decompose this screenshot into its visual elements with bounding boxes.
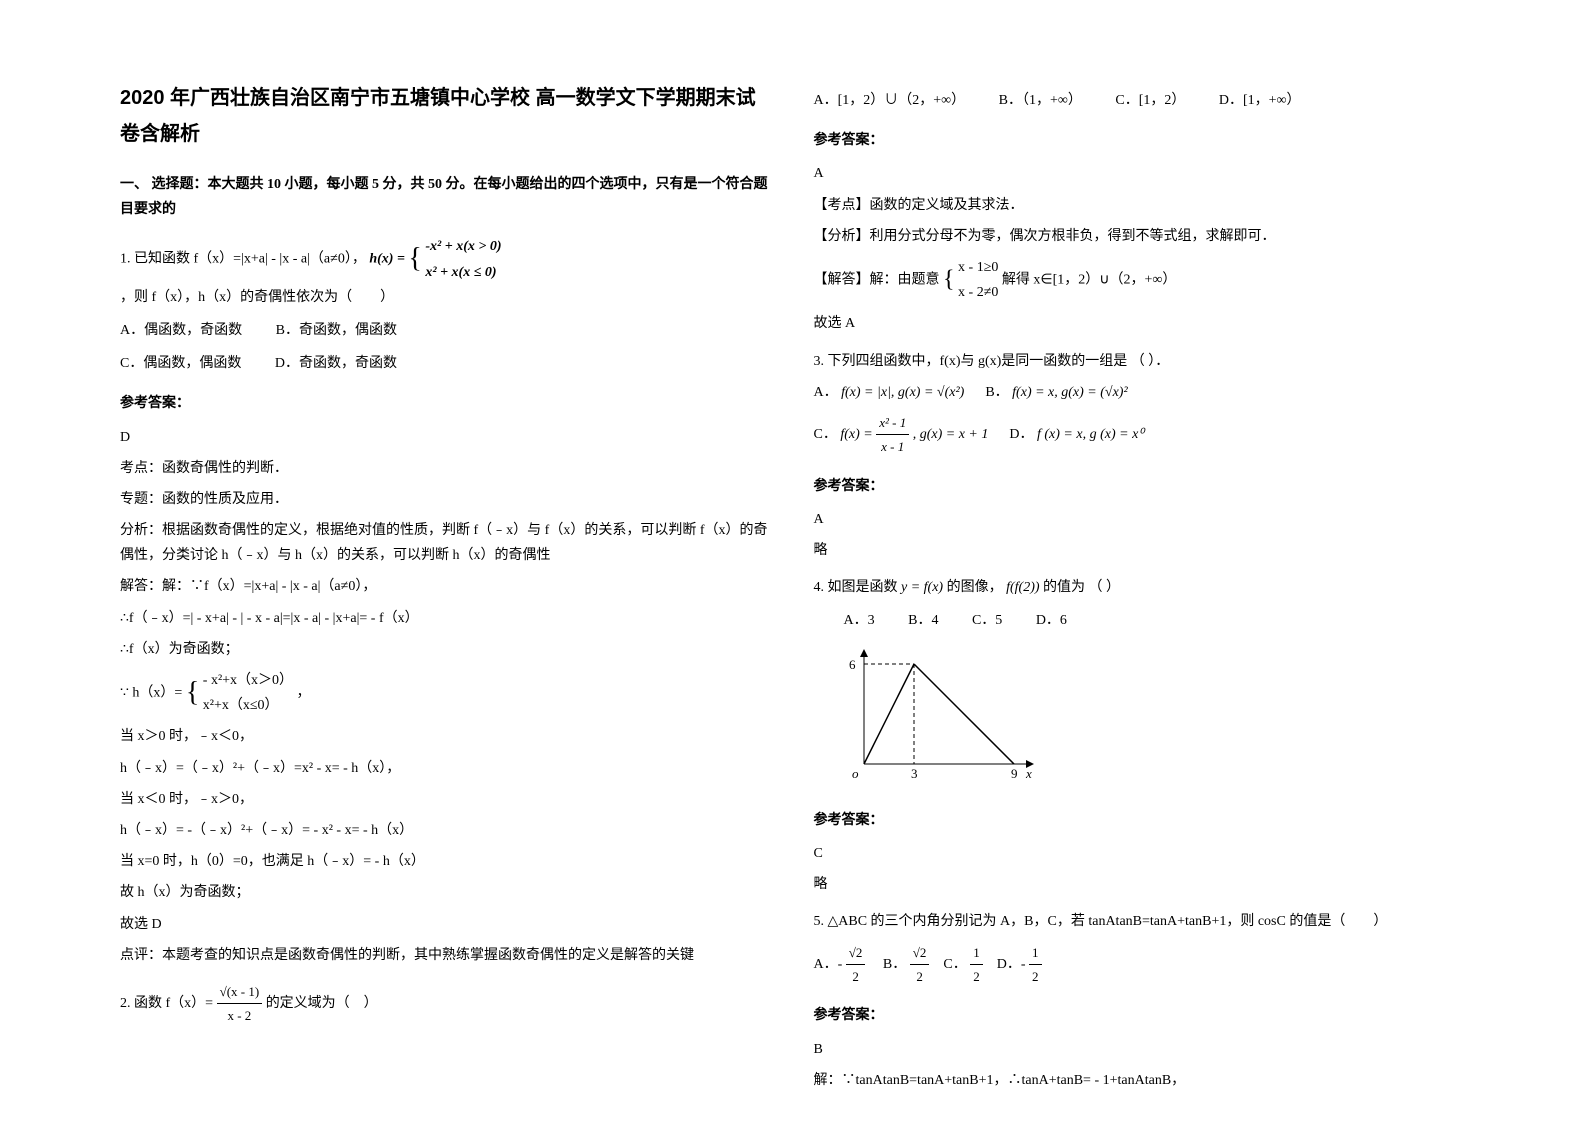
ans1-l8: 当 x＞0 时，﹣x＜0， — [120, 724, 774, 749]
ans1-letter: D — [120, 425, 774, 450]
ans1-l10: 当 x＜0 时，﹣x＞0， — [120, 787, 774, 812]
ans1-l2: 专题：函数的性质及应用． — [120, 487, 774, 512]
ans2-letter: A — [814, 161, 1468, 186]
ans1-l6: ∴f（x）为奇函数； — [120, 637, 774, 662]
q4-prefix: 4. 如图是函数 — [814, 580, 898, 595]
q4-f2: f(f(2)) — [1006, 580, 1039, 595]
ans3-letter: A — [814, 507, 1468, 532]
q3-optB-f: f(x) = x, g(x) = (√x)² — [1012, 385, 1128, 400]
q4-f1: y = f(x) — [901, 580, 943, 595]
ans1-l3: 分析：根据函数奇偶性的定义，根据绝对值的性质，判断 f（﹣x）与 f（x）的关系… — [120, 518, 774, 568]
q2-optC: C．[1，2） — [1115, 93, 1185, 108]
q5-optA-prefix: A．- — [814, 957, 843, 972]
ans1-l5: ∴f（﹣x）=| - x+a| - | - x - a|=|x - a| - |… — [120, 606, 774, 631]
ans1-l9: h（﹣x）=（﹣x）²+（﹣x）=x² - x= - h（x）， — [120, 756, 774, 781]
q1-formula: h(x) = { -x² + x(x > 0) x² + x(x ≤ 0) — [369, 234, 501, 284]
ans4-letter: C — [814, 841, 1468, 866]
q1-prefix: 1. 已知函数 f（x）=|x+a| - |x - a|（a≠0）， — [120, 252, 366, 267]
q1-optA: A．偶函数，奇函数 — [120, 323, 242, 338]
q5-optD-prefix: D．- — [997, 957, 1026, 972]
question-2: 2. 函数 f（x）= √(x - 1) x - 2 的定义域为（ ） — [120, 980, 774, 1028]
q5-optB-prefix: B． — [883, 957, 906, 972]
q5-text: 5. △ABC 的三个内角分别记为 A，B，C，若 tanAtanB=tanA+… — [814, 909, 1468, 934]
question-1: 1. 已知函数 f（x）=|x+a| - |x - a|（a≠0）， h(x) … — [120, 234, 774, 376]
ans2-l4: 故选 A — [814, 311, 1468, 336]
q1-optD: D．奇函数，奇函数 — [275, 356, 397, 371]
question-4: 4. 如图是函数 y = f(x) 的图像， f(f(2)) 的值为 （ ） A… — [814, 575, 1468, 793]
q4-optD: D．6 — [1036, 613, 1067, 628]
ans1-l14: 故选 D — [120, 912, 774, 937]
q2-optA: A．[1，2）∪（2，+∞） — [814, 93, 966, 108]
ans2-l3: 【解答】解：由题意 { x - 1≥0 x - 2≠0 解得 x∈[1，2）∪（… — [814, 255, 1468, 305]
question-3: 3. 下列四组函数中，f(x)与 g(x)是同一函数的一组是 （ ）． A． f… — [814, 349, 1468, 459]
q3-optB-prefix: B． — [985, 385, 1008, 400]
q3-optD-prefix: D． — [1009, 427, 1033, 442]
ans5-label: 参考答案： — [814, 1003, 1468, 1028]
left-column: 2020 年广西壮族自治区南宁市五塘镇中心学校 高一数学文下学期期末试卷含解析 … — [100, 80, 794, 1082]
ans1-l13: 故 h（x）为奇函数； — [120, 880, 774, 905]
q5-optC-prefix: C． — [943, 957, 966, 972]
svg-text:x: x — [1025, 766, 1032, 781]
ans4-label: 参考答案： — [814, 808, 1468, 833]
q4-suffix: 的值为 （ ） — [1043, 580, 1120, 595]
ans1-l7: ∵ h（x）= { - x²+x（x＞0） x²+x（x≤0） ， — [120, 668, 774, 718]
ans5-letter: B — [814, 1037, 1468, 1062]
ans3-label: 参考答案： — [814, 474, 1468, 499]
q3-optC-g: , g(x) = x + 1 — [913, 427, 989, 442]
q4-optB: B．4 — [908, 613, 938, 628]
doc-title: 2020 年广西壮族自治区南宁市五塘镇中心学校 高一数学文下学期期末试卷含解析 — [120, 80, 774, 152]
svg-text:o: o — [852, 766, 859, 781]
q2-fraction: √(x - 1) x - 2 — [217, 980, 263, 1028]
ans1-l11: h（﹣x）= -（﹣x）²+（﹣x）= - x² - x= - h（x） — [120, 818, 774, 843]
ans1-l1: 考点：函数奇偶性的判断． — [120, 456, 774, 481]
q2-suffix: 的定义域为（ ） — [266, 996, 378, 1011]
question-5: 5. △ABC 的三个内角分别记为 A，B，C，若 tanAtanB=tanA+… — [814, 909, 1468, 988]
svg-text:3: 3 — [911, 766, 918, 781]
ans1-l15: 点评：本题考查的知识点是函数奇偶性的判断，其中熟练掌握函数奇偶性的定义是解答的关… — [120, 943, 774, 968]
q2-optB: B．（1，+∞） — [999, 93, 1082, 108]
q2-optD: D．[1，+∞） — [1219, 93, 1301, 108]
q4-mid: 的图像， — [947, 580, 1003, 595]
svg-text:9: 9 — [1011, 766, 1018, 781]
q2-prefix: 2. 函数 f（x）= — [120, 996, 213, 1011]
q4-chart: 6 o 3 9x — [834, 644, 1468, 793]
ans2-l2: 【分析】利用分式分母不为零，偶次方根非负，得到不等式组，求解即可． — [814, 224, 1468, 249]
q1-optB: B．奇函数，偶函数 — [276, 323, 397, 338]
q3-optA-prefix: A． — [814, 385, 838, 400]
ans2-label: 参考答案： — [814, 128, 1468, 153]
ans2-l1: 【考点】函数的定义域及其求法． — [814, 193, 1468, 218]
chart-svg: 6 o 3 9x — [834, 644, 1034, 784]
ans1-l12: 当 x=0 时，h（0）=0，也满足 h（﹣x）= - h（x） — [120, 849, 774, 874]
svg-text:6: 6 — [849, 657, 856, 672]
q3-optD-f: f (x) = x, g (x) = x⁰ — [1037, 427, 1144, 442]
q3-optC-f: f(x) = — [840, 427, 872, 442]
q3-text: 3. 下列四组函数中，f(x)与 g(x)是同一函数的一组是 （ ）． — [814, 349, 1468, 374]
q1-optC: C．偶函数，偶函数 — [120, 356, 241, 371]
q4-optC: C．5 — [972, 613, 1002, 628]
q1-suffix: ，则 f（x），h（x）的奇偶性依次为（ ） — [120, 290, 394, 305]
ans5-l1: 解：∵tanAtanB=tanA+tanB+1，∴tanA+tanB= - 1+… — [814, 1068, 1468, 1093]
ans1-l4: 解答：解：∵f（x）=|x+a| - |x - a|（a≠0）， — [120, 574, 774, 599]
q2-options: A．[1，2）∪（2，+∞） B．（1，+∞） C．[1，2） D．[1，+∞） — [814, 88, 1468, 113]
q3-optC-prefix: C． — [814, 427, 837, 442]
ans1-label: 参考答案： — [120, 391, 774, 416]
ans4-skip: 略 — [814, 872, 1468, 897]
q4-optA: A．3 — [844, 613, 875, 628]
right-column: A．[1，2）∪（2，+∞） B．（1，+∞） C．[1，2） D．[1，+∞）… — [794, 80, 1488, 1082]
ans3-skip: 略 — [814, 538, 1468, 563]
q3-optA-f: f(x) = |x|, g(x) = √(x²) — [841, 385, 964, 400]
section1-heading: 一、 选择题：本大题共 10 小题，每小题 5 分，共 50 分。在每小题给出的… — [120, 172, 774, 222]
